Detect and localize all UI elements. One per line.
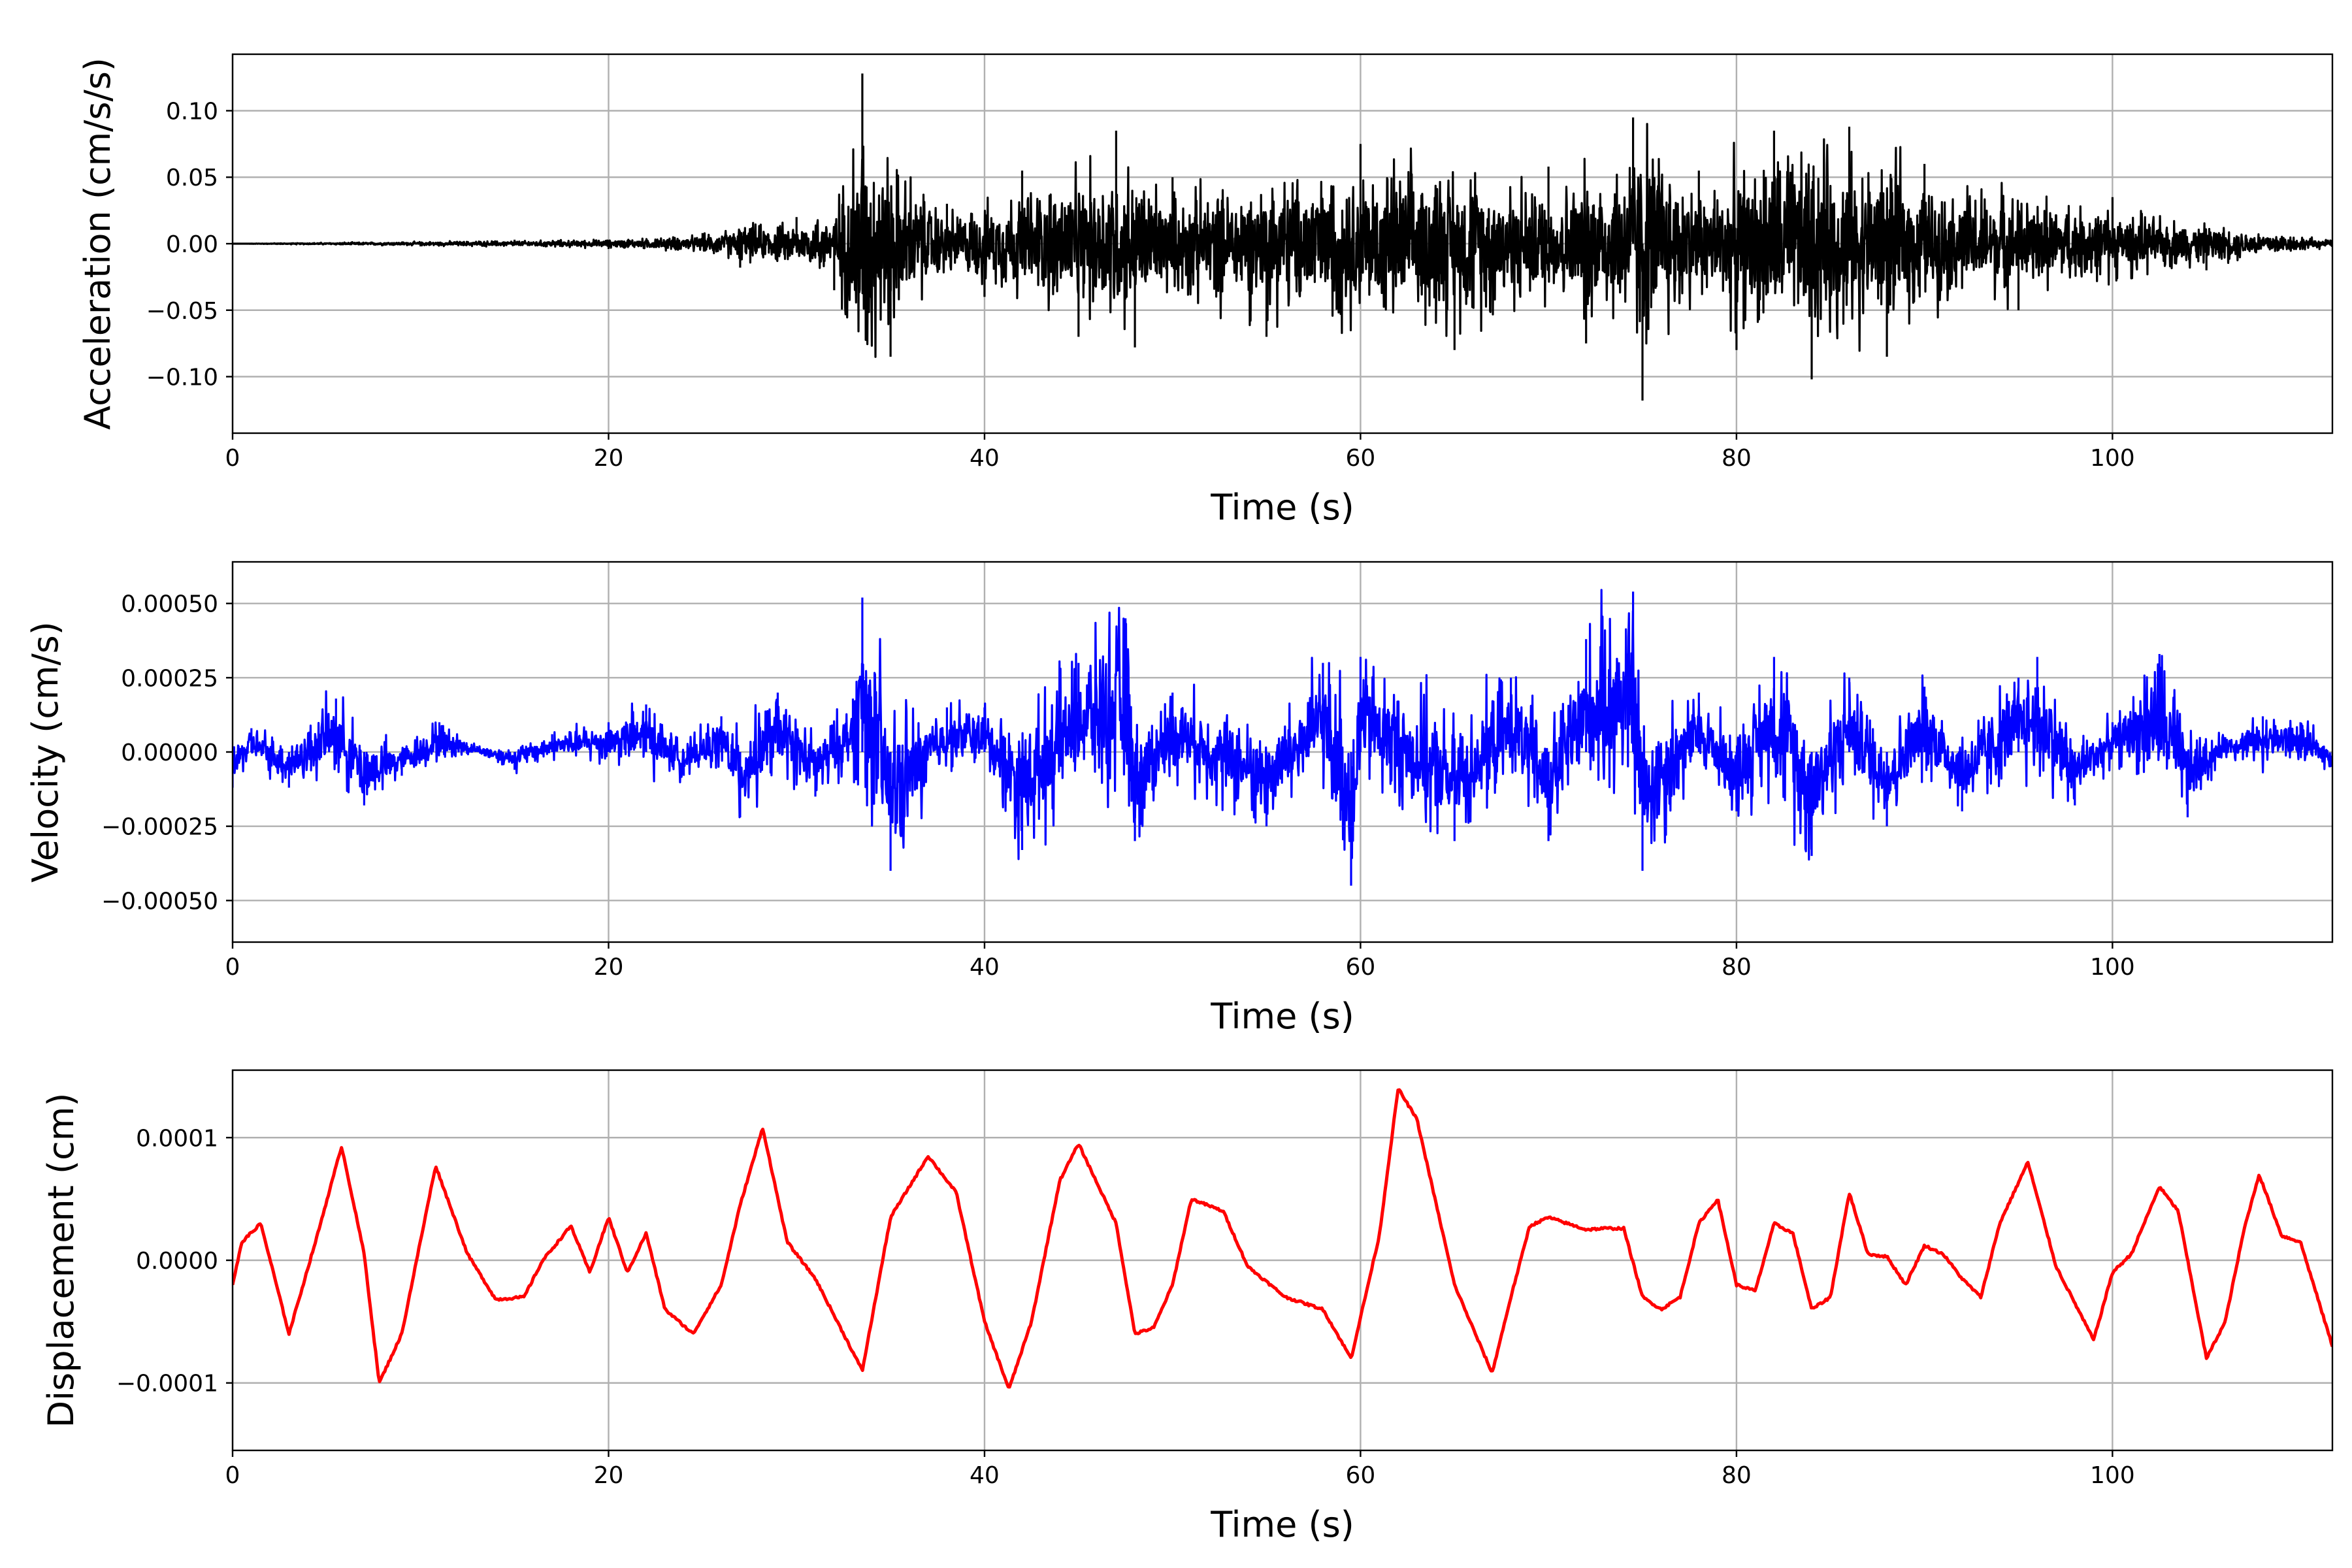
velocity-panel: 0 20 40 60 80 100 −0.00050 −0.00025 0.00000 0.000…	[25, 561, 2334, 1037]
displacement-panel: 0 20 40 60 80 100 −0.0001 0.0000 0.0001 Time (s) D…	[41, 1069, 2334, 1545]
displacement-x-axis-title: Time (s)	[1210, 1504, 1354, 1545]
acceleration-y-tick-label: 0.00	[166, 231, 218, 258]
velocity-series-line	[233, 589, 2332, 886]
acceleration-y-tick-label: 0.05	[166, 165, 218, 191]
acceleration-y-tick-label: 0.10	[166, 98, 218, 125]
displacement-x-tick-label: 80	[1722, 1462, 1752, 1489]
velocity-x-tick-label: 100	[2090, 954, 2135, 981]
acceleration-x-tick-label: 100	[2090, 445, 2135, 472]
velocity-y-axis-title: Velocity (cm/s)	[25, 621, 66, 883]
velocity-x-tick-label: 80	[1722, 954, 1752, 981]
velocity-x-tick-label: 0	[225, 954, 240, 981]
acceleration-y-tick-label: −0.10	[146, 365, 218, 391]
velocity-x-axis-title: Time (s)	[1210, 996, 1354, 1037]
acceleration-x-tick-label: 0	[225, 445, 240, 472]
displacement-series-line	[233, 1088, 2332, 1389]
acceleration-y-axis-title: Acceleration (cm/s/s)	[77, 57, 118, 430]
velocity-x-tick-label: 60	[1346, 954, 1376, 981]
acceleration-x-tick-label: 80	[1722, 445, 1752, 472]
acceleration-series-line	[233, 73, 2332, 401]
velocity-y-tick-label: 0.00025	[121, 665, 218, 692]
velocity-y-tick-label: 0.00000	[121, 740, 218, 766]
velocity-y-tick-label: 0.00050	[121, 591, 218, 618]
displacement-y-tick-label: 0.0001	[136, 1125, 218, 1152]
velocity-x-tick-label: 40	[970, 954, 1000, 981]
displacement-y-tick-label: −0.0001	[116, 1371, 218, 1397]
displacement-x-tick-label: 60	[1346, 1462, 1376, 1489]
displacement-y-axis-title: Displacement (cm)	[41, 1093, 82, 1428]
displacement-x-tick-label: 100	[2090, 1462, 2135, 1489]
velocity-y-tick-label: −0.00025	[101, 814, 218, 841]
velocity-x-tick-label: 20	[594, 954, 624, 981]
displacement-x-tick-label: 20	[594, 1462, 624, 1489]
acceleration-x-tick-label: 20	[594, 445, 624, 472]
acceleration-x-tick-label: 40	[970, 445, 1000, 472]
displacement-y-tick-label: 0.0000	[136, 1248, 218, 1275]
displacement-x-tick-label: 40	[970, 1462, 1000, 1489]
displacement-x-tick-label: 0	[225, 1462, 240, 1489]
acceleration-panel: 0 20 40 60 80 100 −0.10 −0.05 0.00 0.05 0.10 Time (…	[77, 53, 2334, 528]
acceleration-x-tick-label: 60	[1346, 445, 1376, 472]
acceleration-y-tick-label: −0.05	[146, 298, 218, 325]
velocity-y-tick-label: −0.00050	[101, 888, 218, 915]
acceleration-x-axis-title: Time (s)	[1210, 487, 1354, 528]
